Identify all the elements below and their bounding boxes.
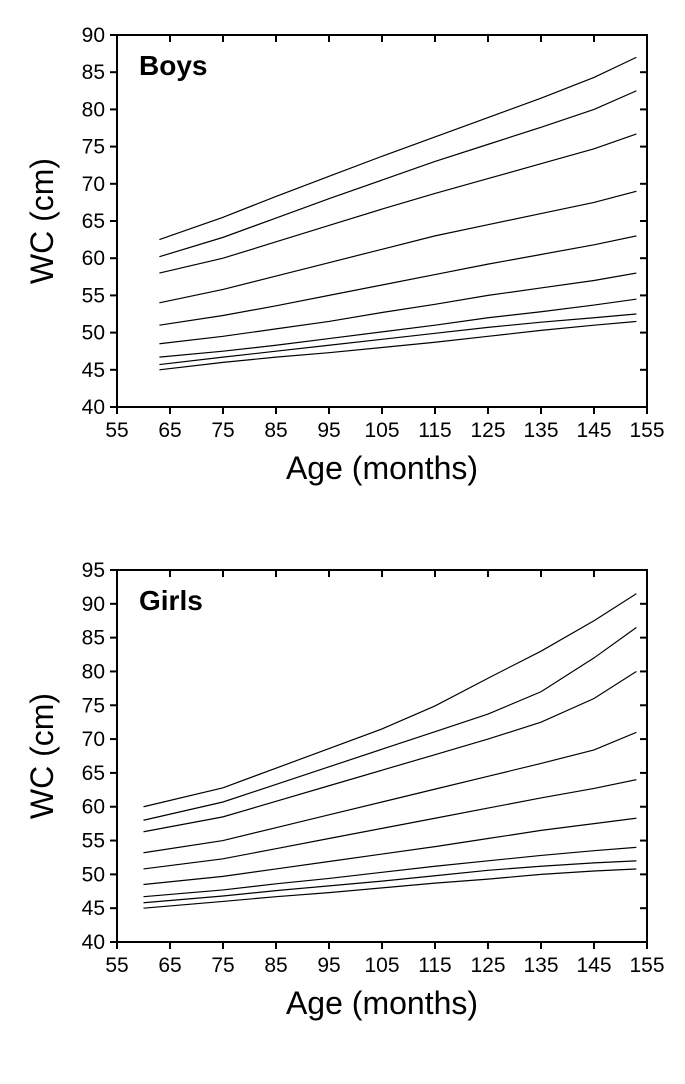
x-tick-label: 125 bbox=[470, 954, 505, 977]
y-tick-label: 45 bbox=[82, 359, 105, 382]
x-axis-label: Age (months) bbox=[286, 450, 478, 486]
x-tick-label: 65 bbox=[158, 419, 181, 442]
y-tick-label: 55 bbox=[82, 830, 105, 853]
chart-svg-girls: 55 65 75 85 95 105 115 125 135 145 155 40 45 50 55 60 65… bbox=[25, 555, 665, 1055]
x-tick-label: 75 bbox=[211, 419, 234, 442]
y-axis-label: WC (cm) bbox=[25, 158, 60, 284]
x-tick-label: 145 bbox=[576, 954, 611, 977]
y-tick-label: 50 bbox=[82, 863, 105, 886]
x-tick-label: 135 bbox=[523, 419, 558, 442]
y-tick-label: 65 bbox=[82, 210, 105, 233]
y-tick-label: 70 bbox=[82, 173, 105, 196]
x-tick-label: 85 bbox=[264, 954, 287, 977]
x-tick-label: 145 bbox=[576, 419, 611, 442]
y-tick-label: 40 bbox=[82, 931, 105, 954]
y-tick-label: 60 bbox=[82, 247, 105, 270]
x-tick-label: 105 bbox=[364, 954, 399, 977]
panel-label: Girls bbox=[139, 585, 203, 616]
x-tick-label: 155 bbox=[629, 954, 664, 977]
page: 55 65 75 85 95 105 115 125 135 145 155 40 45 50 55 60 65… bbox=[0, 0, 685, 1084]
x-tick-label: 155 bbox=[629, 419, 664, 442]
y-tick-label: 90 bbox=[82, 593, 105, 616]
x-tick-label: 55 bbox=[105, 954, 128, 977]
x-tick-label: 85 bbox=[264, 419, 287, 442]
y-tick-label: 75 bbox=[82, 136, 105, 159]
x-axis-label: Age (months) bbox=[286, 985, 478, 1021]
y-tick-label: 85 bbox=[82, 627, 105, 650]
y-tick-label: 95 bbox=[82, 559, 105, 582]
x-tick-label: 95 bbox=[317, 954, 340, 977]
y-tick-label: 45 bbox=[82, 897, 105, 920]
y-tick-label: 85 bbox=[82, 61, 105, 84]
x-tick-label: 65 bbox=[158, 954, 181, 977]
panel-label: Boys bbox=[139, 50, 207, 81]
x-tick-label: 135 bbox=[523, 954, 558, 977]
y-tick-label: 80 bbox=[82, 98, 105, 121]
x-tick-label: 115 bbox=[418, 954, 451, 977]
panel-boys: 55 65 75 85 95 105 115 125 135 145 155 40 45 50 55 60 65… bbox=[25, 20, 665, 520]
x-tick-label: 105 bbox=[364, 419, 399, 442]
y-tick-label: 80 bbox=[82, 660, 105, 683]
y-tick-label: 70 bbox=[82, 728, 105, 751]
plot-border bbox=[117, 570, 647, 942]
y-tick-label: 65 bbox=[82, 762, 105, 785]
plot-border bbox=[117, 35, 647, 407]
panel-girls: 55 65 75 85 95 105 115 125 135 145 155 40 45 50 55 60 65… bbox=[25, 555, 665, 1055]
x-tick-label: 95 bbox=[317, 419, 340, 442]
x-tick-label: 55 bbox=[105, 419, 128, 442]
y-tick-label: 75 bbox=[82, 694, 105, 717]
y-tick-label: 40 bbox=[82, 396, 105, 419]
y-tick-label: 55 bbox=[82, 284, 105, 307]
x-tick-label: 115 bbox=[418, 419, 451, 442]
x-tick-label: 125 bbox=[470, 419, 505, 442]
y-tick-label: 50 bbox=[82, 322, 105, 345]
y-tick-label: 60 bbox=[82, 796, 105, 819]
chart-svg-boys: 55 65 75 85 95 105 115 125 135 145 155 40 45 50 55 60 65… bbox=[25, 20, 665, 520]
y-tick-label: 90 bbox=[82, 24, 105, 47]
x-tick-label: 75 bbox=[211, 954, 234, 977]
y-axis-label: WC (cm) bbox=[25, 693, 60, 819]
